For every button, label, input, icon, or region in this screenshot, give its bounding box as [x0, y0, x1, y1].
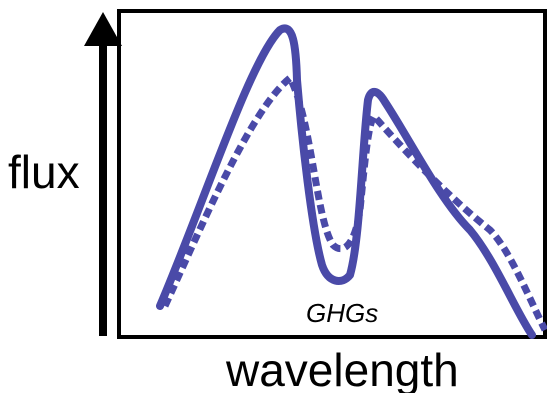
plot-frame: [117, 9, 547, 339]
solid-curve: [156, 24, 536, 339]
flux-arrow-head: [84, 12, 122, 46]
y-axis-label: flux: [8, 146, 80, 198]
ghg-annotation: GHGs: [306, 298, 378, 328]
dotted-curve: [161, 72, 547, 332]
x-axis-label: wavelength: [225, 344, 459, 393]
